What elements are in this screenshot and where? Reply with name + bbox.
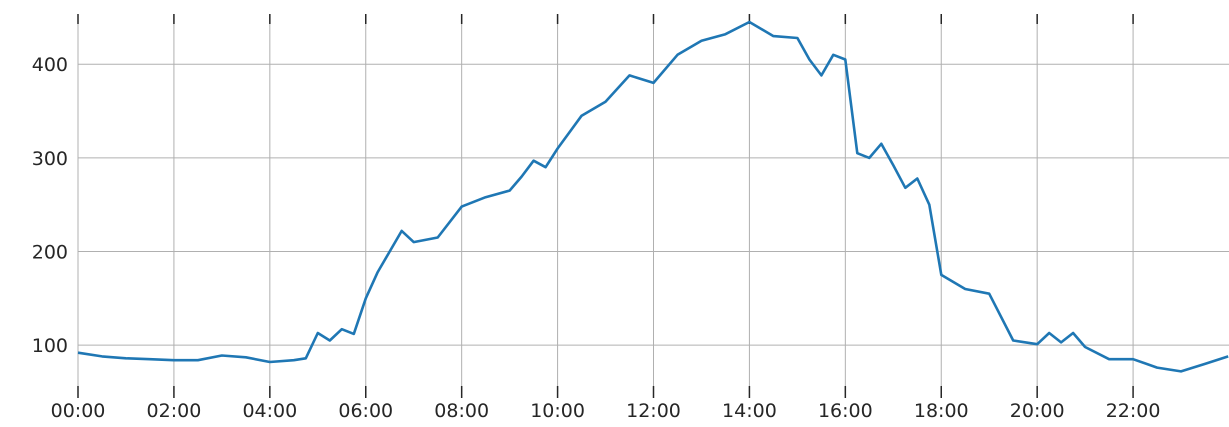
x-tick-label: 10:00 [530, 400, 585, 422]
axis-ticks [77, 14, 1134, 398]
y-tick-label: 100 [32, 335, 68, 357]
x-tick-label: 16:00 [818, 400, 873, 422]
series-layer [77, 20, 1229, 373]
x-tick-label: 18:00 [914, 400, 969, 422]
grid [77, 14, 1229, 392]
x-tick-label: 08:00 [434, 400, 489, 422]
x-tick-label: 14:00 [722, 400, 777, 422]
x-tick-label: 04:00 [242, 400, 297, 422]
x-tick-label: 00:00 [51, 400, 106, 422]
tick-labels: 00:00 02:00 04:00 06:00 08:00 10:00 12:00 14:00… [32, 54, 1161, 422]
series-line [77, 20, 1229, 373]
y-tick-label: 200 [32, 242, 68, 264]
x-tick-label: 02:00 [147, 400, 202, 422]
y-tick-label: 300 [32, 148, 68, 170]
x-tick-label: 20:00 [1010, 400, 1065, 422]
x-tick-label: 22:00 [1106, 400, 1161, 422]
y-tick-label: 400 [32, 54, 68, 76]
x-tick-label: 12:00 [626, 400, 681, 422]
x-tick-label: 06:00 [338, 400, 393, 422]
